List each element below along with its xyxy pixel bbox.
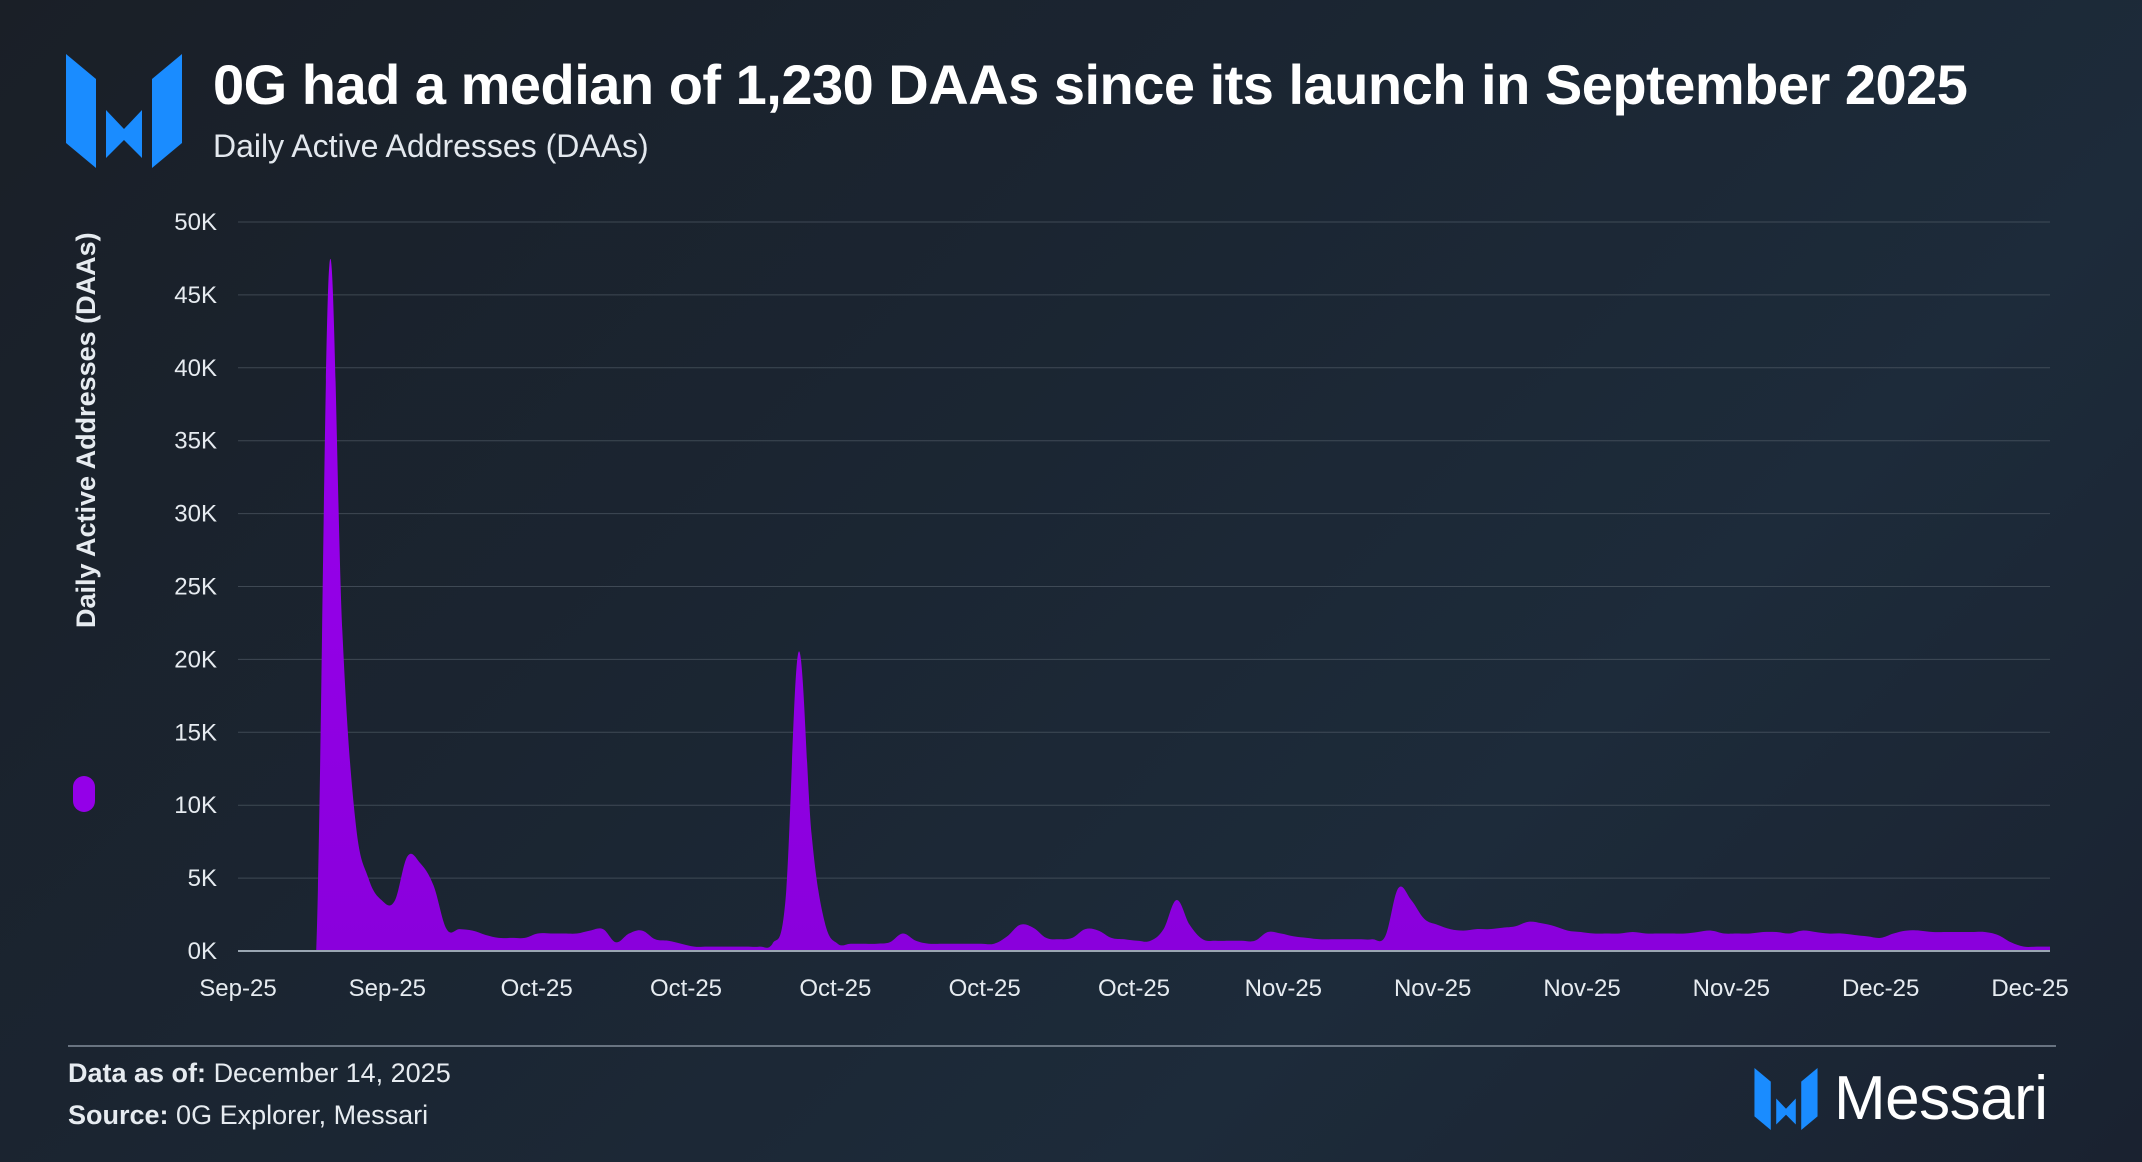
gridlines <box>238 221 2050 879</box>
data-as-of-value: December 14, 2025 <box>213 1058 451 1088</box>
y-tick-label: 50K <box>174 209 217 236</box>
legend-swatch <box>73 776 95 812</box>
x-axis-ticks: Sep-25 Sep-25 Oct-25 Oct-25 Oct-25 Oct-25 Oct-… <box>199 975 2068 1002</box>
y-axis-label: Daily Active Addresses (DAAs) <box>71 232 101 628</box>
y-tick-label: 10K <box>174 792 217 819</box>
x-tick-label: Dec-25 <box>1991 975 2068 1002</box>
data-as-of: Data as of: December 14, 2025 <box>68 1058 451 1089</box>
series-area-daily-active-addresses <box>238 258 2050 951</box>
source: Source: 0G Explorer, Messari <box>68 1100 428 1131</box>
chart-title: 0G had a median of 1,230 DAAs since its … <box>213 53 1968 116</box>
x-tick-label: Sep-25 <box>349 975 426 1002</box>
x-tick-label: Oct-25 <box>650 975 722 1002</box>
y-tick-label: 45K <box>174 282 217 309</box>
x-tick-label: Oct-25 <box>799 975 871 1002</box>
y-tick-label: 0K <box>188 938 217 965</box>
y-axis-title: Daily Active Addresses (DAAs) <box>71 232 101 628</box>
x-tick-label: Sep-25 <box>199 975 276 1002</box>
x-tick-label: Oct-25 <box>1098 975 1170 1002</box>
y-axis-ticks: 0K 5K 10K 15K 20K 25K 30K 35K 40K 45K 50K <box>174 209 217 965</box>
messari-logo-icon <box>1754 1068 1818 1130</box>
x-tick-label: Dec-25 <box>1842 975 1919 1002</box>
y-tick-label: 20K <box>174 646 217 673</box>
x-tick-label: Nov-25 <box>1543 975 1620 1002</box>
data-as-of-label: Data as of: <box>68 1058 207 1088</box>
x-tick-label: Nov-25 <box>1693 975 1770 1002</box>
y-tick-label: 25K <box>174 574 217 601</box>
footer-divider <box>68 1045 2056 1047</box>
y-tick-label: 5K <box>188 865 217 892</box>
x-tick-label: Nov-25 <box>1394 975 1471 1002</box>
x-tick-label: Oct-25 <box>949 975 1021 1002</box>
y-tick-label: 30K <box>174 501 217 528</box>
y-tick-label: 40K <box>174 355 217 382</box>
chart-subtitle: Daily Active Addresses (DAAs) <box>213 128 649 164</box>
source-label: Source: <box>68 1100 169 1130</box>
messari-logo-icon <box>66 54 182 168</box>
messari-brand: Messari <box>1752 1065 2048 1133</box>
y-tick-label: 35K <box>174 428 217 455</box>
source-value: 0G Explorer, Messari <box>176 1100 429 1130</box>
x-tick-label: Nov-25 <box>1245 975 1322 1002</box>
y-tick-label: 15K <box>174 719 217 746</box>
x-tick-label: Oct-25 <box>501 975 573 1002</box>
brand-name: Messari <box>1834 1064 2048 1133</box>
